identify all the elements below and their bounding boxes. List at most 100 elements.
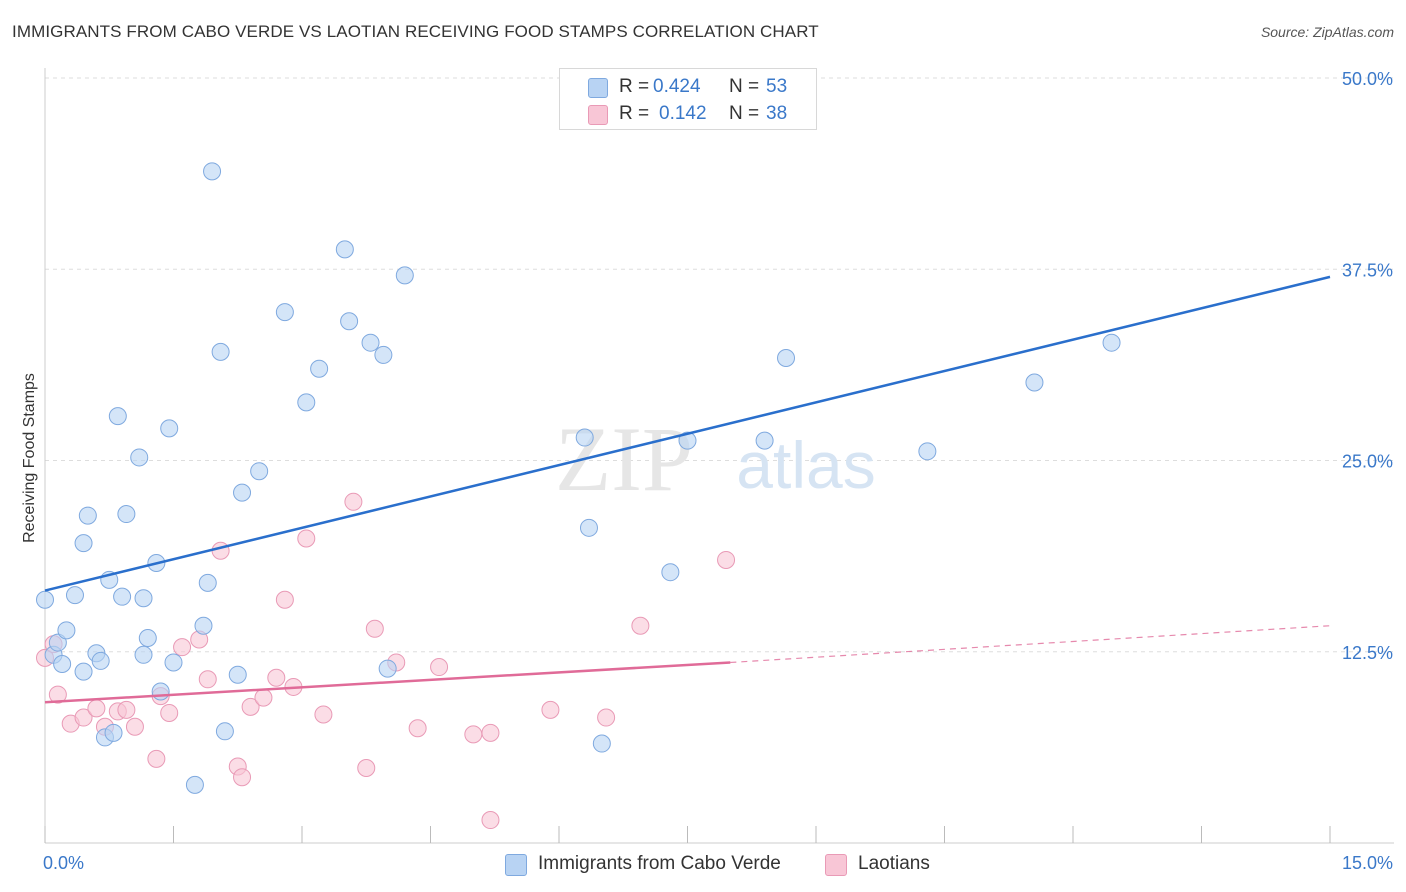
laotians-swatch [825, 854, 847, 876]
series-legend: Immigrants from Cabo Verde Laotians [0, 851, 1406, 879]
legend-label: Immigrants from Cabo Verde [538, 853, 781, 874]
y-tick-label: 12.5% [1342, 643, 1393, 663]
stats-row-laotians: R = 0.142 N = 38 [560, 101, 816, 127]
n-value: 53 [766, 76, 788, 97]
laotians-point [408, 719, 427, 738]
cabo-verde-trend-line [44, 275, 1331, 592]
tick-labels: 12.5% 25.0% 37.5% 50.0% 0.0% 15.0% [43, 69, 1393, 873]
laotians-point [357, 759, 376, 778]
cabo-verde-point [215, 722, 234, 741]
cabo-verde-point [395, 266, 414, 285]
cabo-verde-point [233, 483, 252, 502]
cabo-verde-point [575, 428, 594, 447]
cabo-verde-point [211, 342, 230, 361]
cabo-verde-point [113, 587, 132, 606]
cabo-verde-point [91, 651, 110, 670]
laotians-point [147, 749, 166, 768]
cabo-verde-point [134, 589, 153, 608]
cabo-verde-point [198, 573, 217, 592]
cabo-verde-point [134, 645, 153, 664]
chart-title: IMMIGRANTS FROM CABO VERDE VS LAOTIAN RE… [12, 22, 819, 41]
y-tick-label: 25.0% [1342, 452, 1393, 472]
laotians-point [160, 703, 179, 722]
laotians-point [117, 700, 136, 719]
cabo-verde-point [661, 563, 680, 582]
laotians-point [481, 811, 500, 830]
cabo-verde-point [374, 345, 393, 364]
r-value: 0.424 [653, 76, 701, 97]
cabo-verde-point [297, 393, 316, 412]
cabo-verde-point [755, 431, 774, 450]
cabo-verde-point [203, 162, 222, 181]
cabo-verde-point [108, 407, 127, 426]
cabo-verde-point [151, 682, 170, 701]
cabo-verde-point [250, 462, 269, 481]
cabo-verde-point [361, 333, 380, 352]
laotians-point [275, 590, 294, 609]
source-credit: Source: ZipAtlas.com [1260, 24, 1394, 40]
laotians-point [48, 685, 67, 704]
cabo-verde-point [185, 775, 204, 794]
cabo-verde-point [579, 518, 598, 537]
laotians-point [87, 699, 106, 718]
cabo-verde-point [160, 419, 179, 438]
cabo-verde-point [228, 665, 247, 684]
laotians-point [254, 688, 273, 707]
cabo-verde-point [74, 662, 93, 681]
r-label: R = [619, 76, 650, 97]
laotians-point [314, 705, 333, 724]
cabo-verde-point [104, 723, 123, 742]
laotians-point [481, 723, 500, 742]
cabo-verde-point [592, 734, 611, 753]
cabo-verde-point [1102, 333, 1121, 352]
laotians-swatch [588, 105, 608, 125]
laotians-trend-line [44, 661, 731, 704]
cabo-verde-point [48, 633, 67, 652]
cabo-verde-point [310, 359, 329, 378]
laotians-point [541, 700, 560, 719]
cabo-verde-point [378, 659, 397, 678]
n-value: 38 [766, 103, 788, 124]
cabo-verde-point [117, 505, 136, 524]
x-tick-label: 15.0% [1342, 853, 1393, 873]
cabo-verde-point [53, 654, 72, 673]
laotians-point [241, 697, 260, 716]
stats-legend: R = 0.424 N = 53 R = 0.142 N = 38 [559, 68, 817, 130]
cabo-verde-point [777, 348, 796, 367]
y-tick-label: 37.5% [1342, 260, 1393, 280]
laotians-point [173, 638, 192, 657]
laotians-trend-extension [730, 625, 1331, 664]
laotians-point [717, 550, 736, 569]
laotians-point [267, 668, 286, 687]
laotians-point [297, 529, 316, 548]
cabo-verde-point [36, 590, 54, 609]
cabo-verde-swatch [588, 78, 608, 98]
r-label: R = [619, 103, 650, 124]
cabo-verde-point [138, 628, 157, 647]
laotians-point [233, 768, 252, 787]
laotians-point [211, 541, 230, 560]
laotians-point [74, 708, 93, 727]
r-value: 0.142 [659, 103, 707, 124]
legend-label: Laotians [858, 853, 930, 874]
watermark-zip: ZIP [555, 408, 693, 510]
cabo-verde-point [918, 442, 937, 461]
trend-lines [44, 275, 1331, 704]
cabo-verde-point [275, 303, 294, 322]
cabo-verde-point [1025, 373, 1044, 392]
laotians-point [198, 670, 217, 689]
cabo-verde-point [65, 586, 84, 605]
cabo-verde-points [36, 162, 1121, 794]
n-label: N = [729, 76, 760, 97]
laotians-point [597, 708, 616, 727]
stats-row-cabo-verde: R = 0.424 N = 53 [560, 74, 816, 100]
cabo-verde-swatch [505, 854, 527, 876]
x-tick-label: 0.0% [43, 853, 84, 873]
laotians-point [430, 658, 449, 677]
y-tick-label: 50.0% [1342, 69, 1393, 89]
cabo-verde-point [194, 616, 213, 635]
cabo-verde-point [678, 431, 697, 450]
laotians-point [365, 619, 384, 638]
cabo-verde-point [335, 240, 354, 259]
